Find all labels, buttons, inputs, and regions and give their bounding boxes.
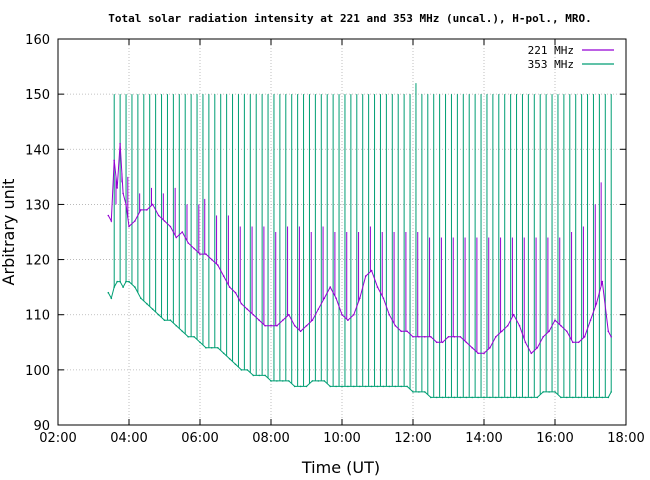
y-tick-label: 160 — [25, 33, 50, 48]
y-tick-label: 150 — [25, 88, 50, 103]
y-tick-label: 140 — [25, 143, 50, 158]
x-tick-label: 10:00 — [323, 431, 360, 446]
series-221-mhz — [107, 143, 612, 355]
x-tick-label: 08:00 — [252, 431, 289, 446]
x-tick-label: 16:00 — [536, 431, 573, 446]
x-tick-label: 18:00 — [607, 431, 644, 446]
chart-title: Total solar radiation intensity at 221 a… — [108, 12, 591, 25]
series-line — [107, 143, 612, 355]
x-axis-label: Time (UT) — [301, 458, 380, 477]
series-layer — [107, 83, 612, 399]
y-tick-label: 120 — [25, 254, 50, 269]
grid — [57, 38, 627, 426]
y-tick-label: 90 — [33, 419, 50, 434]
legend-label: 353 MHz — [528, 58, 574, 71]
x-tick-label: 06:00 — [181, 431, 218, 446]
series-353-mhz — [107, 83, 612, 399]
y-tick-label: 130 — [25, 198, 50, 213]
x-tick-label: 12:00 — [394, 431, 431, 446]
x-tick-label: 02:00 — [39, 431, 76, 446]
y-tick-label: 100 — [25, 364, 50, 379]
y-tick-label: 110 — [25, 309, 50, 324]
x-tick-label: 14:00 — [465, 431, 502, 446]
legend-label: 221 MHz — [528, 44, 574, 57]
x-tick-label: 04:00 — [110, 431, 147, 446]
y-axis-label: Arbitrary unit — [0, 179, 18, 286]
ticks: 90 100 110 120 130 140 150 160 02:00 04:00 06:00 08… — [25, 33, 645, 446]
